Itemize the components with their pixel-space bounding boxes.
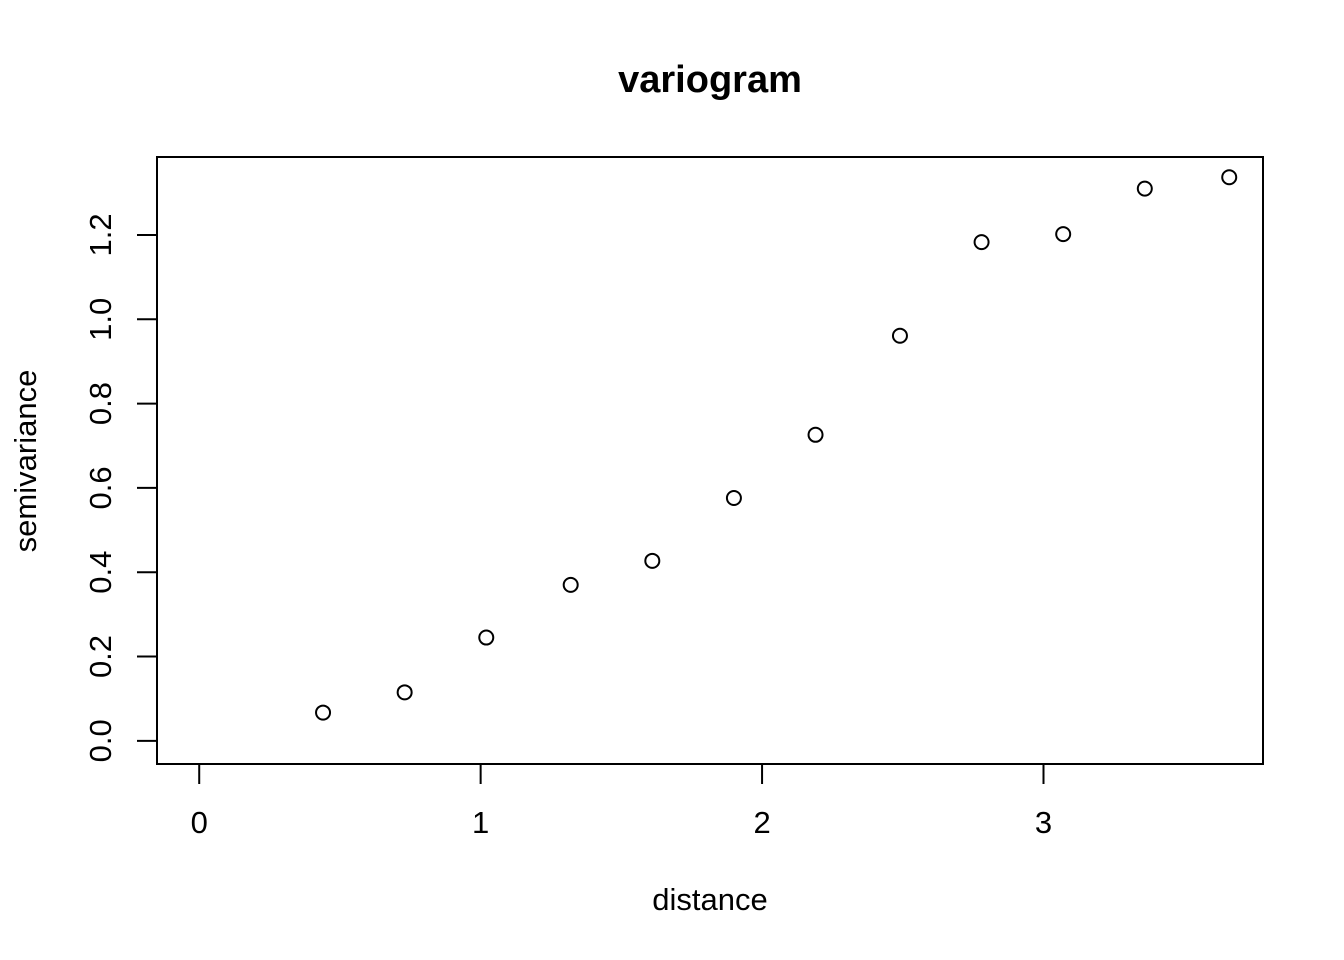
y-axis-label: semivariance xyxy=(8,370,43,553)
x-tick-label: 0 xyxy=(191,805,208,840)
data-point xyxy=(1221,169,1238,186)
data-point xyxy=(891,327,908,344)
data-points xyxy=(315,169,1238,721)
data-point xyxy=(478,629,495,646)
data-point xyxy=(1136,180,1153,197)
y-tick-label: 0.0 xyxy=(83,719,118,762)
data-point xyxy=(644,552,661,569)
y-tick-label: 0.6 xyxy=(83,466,118,509)
x-tick-label: 3 xyxy=(1035,805,1052,840)
data-point xyxy=(725,490,742,507)
y-tick-label: 0.4 xyxy=(83,551,118,594)
data-point xyxy=(973,234,990,251)
data-point xyxy=(1055,226,1072,243)
x-tick-label: 2 xyxy=(753,805,770,840)
x-axis-label: distance xyxy=(652,882,767,917)
data-point xyxy=(807,426,824,443)
y-tick-label: 0.8 xyxy=(83,382,118,425)
data-point xyxy=(396,684,413,701)
x-axis: 0 1 2 3 xyxy=(191,763,1052,840)
y-tick-label: 0.2 xyxy=(83,635,118,678)
y-axis: 0.0 0.2 0.4 0.6 0.8 1.0 1.2 xyxy=(83,213,158,762)
data-point xyxy=(315,704,332,721)
plot-frame xyxy=(156,156,1264,765)
y-tick-label: 1.2 xyxy=(83,213,118,256)
chart-title: variogram xyxy=(618,59,802,101)
y-tick-label: 1.0 xyxy=(83,298,118,341)
data-point xyxy=(562,576,579,593)
x-tick-label: 1 xyxy=(472,805,489,840)
